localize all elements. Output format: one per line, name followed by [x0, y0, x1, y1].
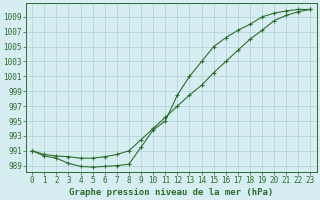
X-axis label: Graphe pression niveau de la mer (hPa): Graphe pression niveau de la mer (hPa) [69, 188, 274, 197]
